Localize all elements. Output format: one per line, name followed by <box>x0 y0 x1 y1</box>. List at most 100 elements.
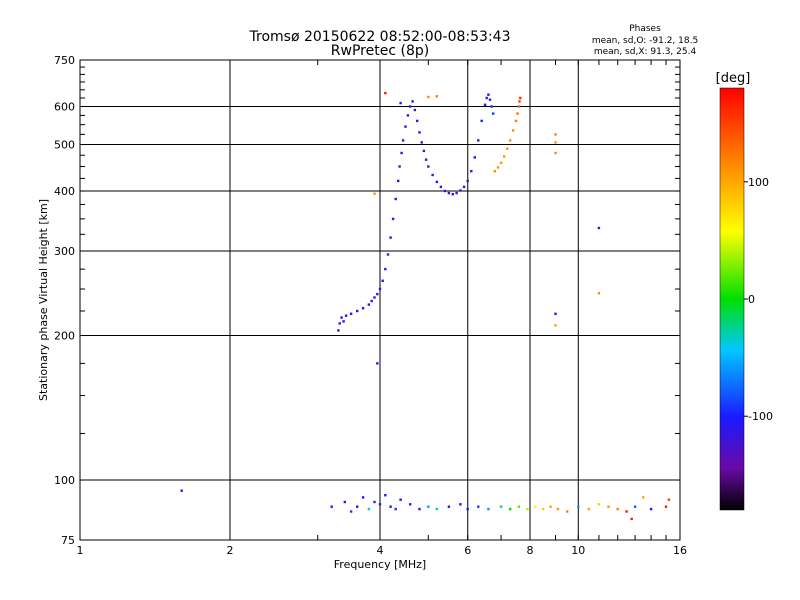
data-point-echo <box>509 507 512 511</box>
data-point-O <box>435 180 438 184</box>
x-tick-label: 4 <box>377 544 384 557</box>
axis-ticks: 1 2 4 6 8 10 16 75 100 200 300 400 500 600 750 <box>54 54 687 557</box>
data-point-X <box>511 129 515 132</box>
data-point-echo <box>459 503 462 506</box>
data-point-O <box>485 96 488 100</box>
data-point-O <box>439 185 443 189</box>
data-point-echo <box>378 503 382 506</box>
y-tick-label: 300 <box>54 245 75 258</box>
data-point-O <box>370 299 373 303</box>
data-point-X <box>499 161 503 164</box>
data-points <box>180 91 671 521</box>
data-point-X <box>517 105 521 108</box>
data-point-X <box>597 292 601 295</box>
data-point-echo <box>399 498 402 501</box>
x-axis-label: Frequency [MHz] <box>334 558 426 571</box>
data-point-echo <box>625 510 628 513</box>
data-point-echo <box>180 489 183 492</box>
data-point-O <box>443 189 447 193</box>
data-point-echo <box>649 507 653 511</box>
x-tick-label: 16 <box>673 544 687 557</box>
plot-frame <box>79 59 681 541</box>
x-tick-label: 2 <box>227 544 234 557</box>
data-point-O <box>342 320 345 323</box>
data-point-echo <box>517 505 521 508</box>
chart-subtitle: RwPretec (8p) <box>331 43 429 59</box>
y-tick-label: 75 <box>61 534 75 547</box>
data-point-O <box>420 141 423 144</box>
data-point-O <box>344 314 348 317</box>
data-point-O <box>337 329 340 332</box>
data-point-echo <box>549 505 552 508</box>
data-point-O <box>477 139 480 142</box>
x-tick-label: 8 <box>527 544 534 557</box>
data-point-X <box>506 147 509 150</box>
data-point-O <box>401 139 405 142</box>
data-point-O <box>361 307 365 310</box>
data-point-X <box>554 141 557 144</box>
data-point-O <box>488 98 492 101</box>
data-point-X <box>597 226 601 230</box>
data-point-O <box>378 287 382 291</box>
y-tick-label: 200 <box>54 330 75 343</box>
data-point-O <box>487 93 490 96</box>
data-point-X <box>554 312 557 315</box>
data-point-echo <box>373 500 376 504</box>
data-point-O <box>384 267 387 271</box>
data-point-echo <box>664 505 668 508</box>
data-point-O <box>431 173 434 177</box>
y-tick-label: 100 <box>54 474 75 487</box>
data-point-echo <box>534 505 537 508</box>
data-point-echo <box>541 507 545 511</box>
data-point-O <box>418 131 421 134</box>
data-point-O <box>376 362 379 365</box>
data-point-O <box>398 165 401 168</box>
data-point-echo <box>447 505 451 508</box>
data-point-X <box>435 95 438 98</box>
y-tick-label: 400 <box>54 185 75 198</box>
data-point-echo <box>616 507 619 511</box>
data-point-echo <box>384 494 387 497</box>
data-point-O <box>340 316 343 319</box>
data-point-O <box>473 156 476 159</box>
y-axis-label: Stationary phase Virtual Height [km] <box>37 199 50 401</box>
data-point-X <box>518 100 521 103</box>
data-point-O <box>397 179 400 183</box>
stats-heading: Phases <box>629 24 661 34</box>
data-point-X <box>496 166 500 169</box>
data-point-echo <box>466 507 469 511</box>
data-point-O <box>391 217 395 221</box>
data-point-X <box>373 192 376 195</box>
data-point-X <box>516 112 519 115</box>
data-point-echo <box>418 507 421 511</box>
data-point-O <box>483 103 487 106</box>
data-point-echo <box>477 505 480 508</box>
stats-line-x: mean, sd,X: 91.3, 25.4 <box>594 47 697 57</box>
data-point-echo <box>499 505 503 508</box>
data-point-X <box>554 133 557 136</box>
data-point-O <box>462 185 466 189</box>
data-point-O <box>376 292 379 296</box>
data-point-X <box>509 139 512 142</box>
grid <box>80 60 680 540</box>
y-tick-label: 600 <box>54 101 75 114</box>
data-point-O <box>394 197 397 201</box>
data-point-echo <box>409 503 412 506</box>
data-point-X <box>503 155 506 158</box>
colorbar-tick-label: -100 <box>748 410 773 423</box>
data-point-echo <box>597 503 601 506</box>
data-point-X <box>554 151 557 155</box>
x-tick-label: 6 <box>464 544 471 557</box>
data-point-O <box>338 322 341 325</box>
data-point-O <box>451 193 454 196</box>
colorbar <box>719 87 745 511</box>
data-point-X <box>514 119 518 123</box>
colorbar-ticks: 100 0 -100 <box>744 176 773 423</box>
data-point-echo <box>361 496 365 499</box>
data-point-O <box>427 165 430 168</box>
data-point-O <box>356 309 359 313</box>
data-point-O <box>416 119 419 123</box>
x-tick-label: 1 <box>77 544 84 557</box>
data-point-O <box>381 279 384 282</box>
